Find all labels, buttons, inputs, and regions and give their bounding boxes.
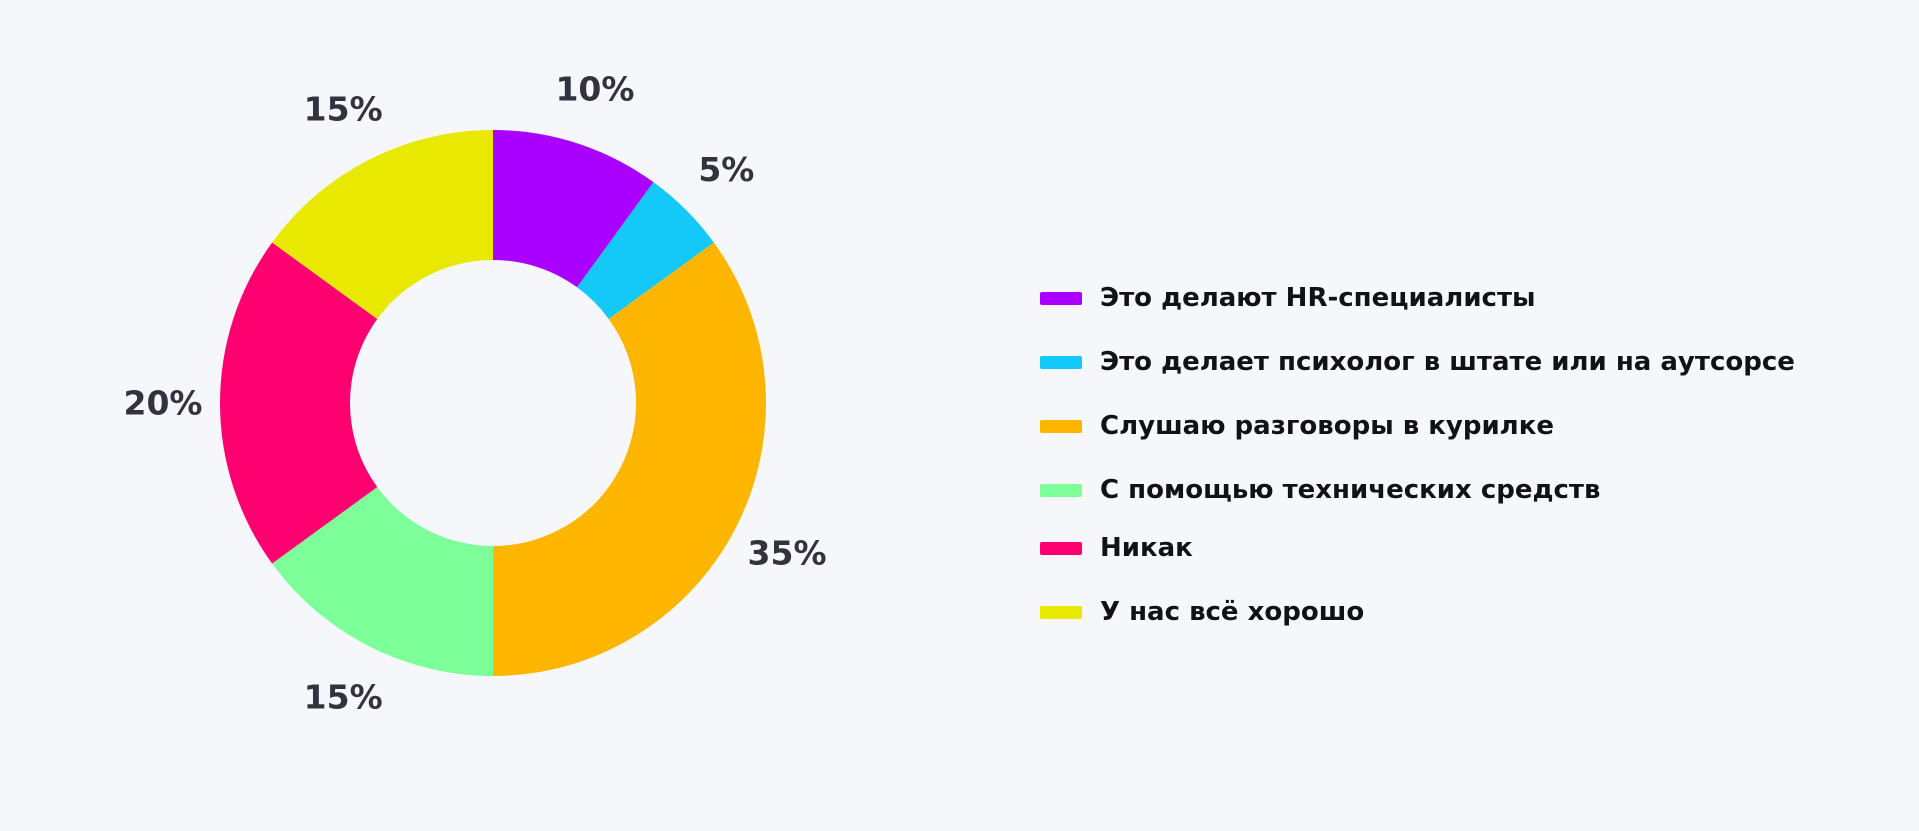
donut-slice-1 xyxy=(493,130,654,288)
legend-label-4: С помощью технических средств xyxy=(1100,475,1600,505)
legend-label-3: Слушаю разговоры в курилке xyxy=(1100,411,1554,441)
legend-swatch-3 xyxy=(1040,420,1082,433)
legend-label-6: У нас всё хорошо xyxy=(1100,597,1364,627)
slice-label-1: 10% xyxy=(555,70,634,109)
legend-swatch-5 xyxy=(1040,542,1082,555)
donut-slice-3 xyxy=(493,242,766,677)
legend-label-5: Никак xyxy=(1100,533,1193,563)
donut-slice-2 xyxy=(577,182,714,319)
legend: Это делают HR-специалисты Это делает псих… xyxy=(1040,283,1795,627)
legend-swatch-1 xyxy=(1040,292,1082,305)
donut-slice-5 xyxy=(220,242,378,564)
slice-label-6: 15% xyxy=(304,89,383,128)
slice-label-3: 35% xyxy=(748,533,827,572)
donut-slices xyxy=(220,130,766,677)
legend-label-1: Это делают HR-специалисты xyxy=(1100,283,1536,313)
slice-label-2: 5% xyxy=(698,150,754,189)
slice-label-5: 20% xyxy=(124,384,203,423)
slice-labels: 10% 5% 35% 15% 20% 15% xyxy=(124,70,827,717)
slice-label-4: 15% xyxy=(304,678,383,717)
donut-slice-4 xyxy=(272,487,493,676)
legend-swatch-2 xyxy=(1040,356,1082,369)
legend-label-2: Это делает психолог в штате или на аутсо… xyxy=(1100,347,1795,377)
legend-swatch-4 xyxy=(1040,484,1082,497)
legend-swatch-6 xyxy=(1040,606,1082,619)
donut-slice-6 xyxy=(272,130,493,319)
